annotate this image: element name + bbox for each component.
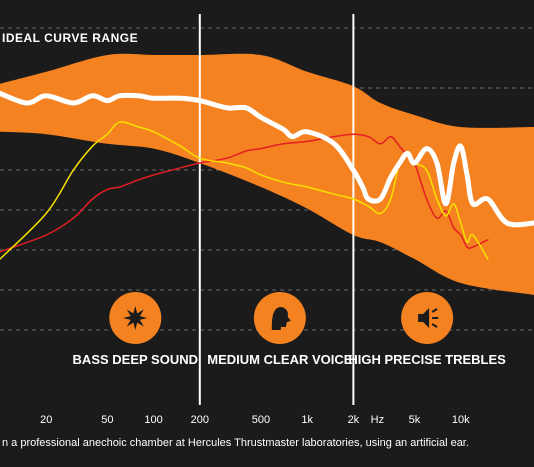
band-title: BASS DEEP SOUND [73, 352, 198, 367]
band-title: MEDIUM CLEAR VOICE [207, 352, 353, 367]
head-shape [271, 306, 291, 330]
x-tick-label: 1k [301, 414, 313, 426]
ideal-range-area [0, 53, 534, 295]
x-tick-label: 50 [101, 414, 113, 426]
x-tick-label: 100 [144, 414, 162, 426]
x-tick-label: 5k [409, 414, 421, 426]
speaker-shape [418, 308, 430, 328]
series-line [0, 133, 489, 253]
x-tick-label: 20 [40, 414, 52, 426]
explosion-shape [123, 306, 148, 330]
series-lines [0, 90, 534, 260]
x-tick-label: 10k [452, 414, 470, 426]
band-group: MEDIUM CLEAR VOICE [207, 292, 353, 367]
band-group: BASS DEEP SOUND [73, 292, 198, 367]
x-tick-label: 200 [191, 414, 209, 426]
series-line [0, 121, 489, 260]
sound-wave [431, 308, 438, 313]
series-line [0, 90, 534, 228]
x-axis-unit: Hz [371, 414, 384, 426]
x-tick-label: 2k [348, 414, 360, 426]
band-dividers [198, 14, 355, 405]
x-tick-label: 500 [252, 414, 270, 426]
band-group: HIGH PRECISE TREBLES [348, 292, 506, 367]
band-title: HIGH PRECISE TREBLES [348, 352, 506, 367]
x-axis: 20 50 100 200 500 1k 2k 5k 10k Hz [40, 414, 470, 426]
ideal-range-label: IDEAL CURVE RANGE [2, 31, 138, 45]
sound-wave [431, 323, 438, 328]
caption-text: n a professional anechoic chamber at Her… [2, 437, 469, 449]
